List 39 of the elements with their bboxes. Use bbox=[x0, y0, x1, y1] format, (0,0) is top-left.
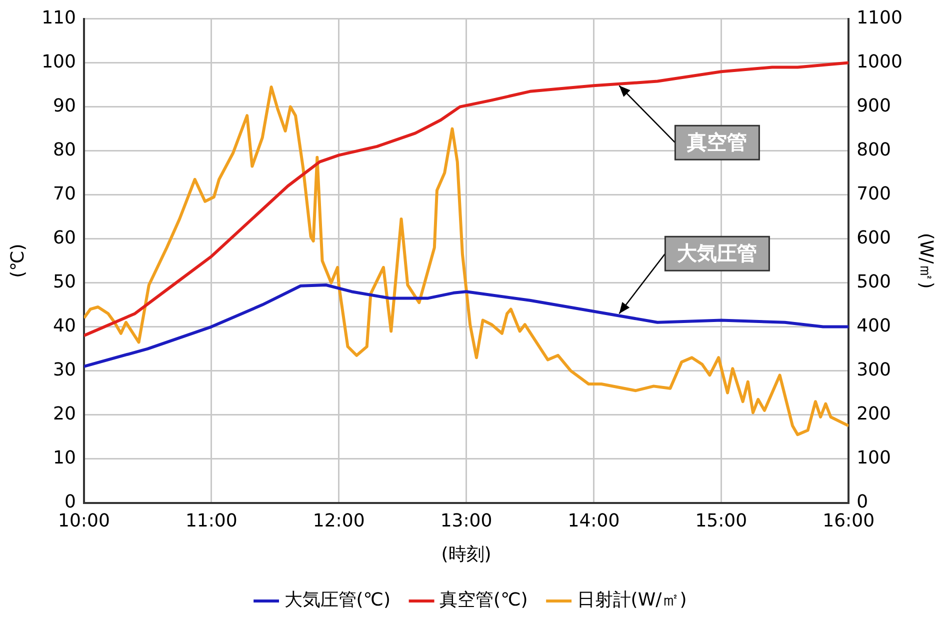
y2-tick-label: 1100 bbox=[856, 7, 902, 28]
legend-label: 日射計(W/㎡) bbox=[576, 590, 687, 611]
x-tick-label: 11:00 bbox=[185, 510, 238, 532]
y-axis-title: (℃) bbox=[7, 244, 28, 278]
y-tick-label: 60 bbox=[53, 227, 76, 248]
y-tick-label: 80 bbox=[53, 139, 76, 160]
y2-tick-label: 400 bbox=[856, 315, 891, 336]
x-tick-label: 10:00 bbox=[58, 510, 110, 532]
y2-tick-label: 800 bbox=[856, 139, 891, 160]
x-tick-label: 13:00 bbox=[440, 510, 492, 532]
annotation: 大気圧管 bbox=[677, 240, 758, 265]
legend-label: 真空管(℃) bbox=[440, 590, 528, 611]
y2-tick-label: 300 bbox=[856, 359, 891, 380]
y2-tick-label: 900 bbox=[856, 95, 891, 116]
y-tick-label: 110 bbox=[42, 7, 76, 28]
x-tick-label: 12:00 bbox=[312, 510, 365, 532]
x-tick-label: 16:00 bbox=[822, 510, 875, 532]
y-tick-label: 40 bbox=[53, 315, 76, 336]
y-tick-label: 30 bbox=[53, 359, 76, 380]
y-tick-label: 0 bbox=[64, 491, 76, 512]
y2-tick-label: 1000 bbox=[856, 51, 902, 72]
y2-tick-label: 600 bbox=[856, 227, 891, 248]
y-tick-label: 20 bbox=[53, 403, 76, 424]
y-tick-label: 100 bbox=[42, 51, 76, 72]
y-tick-label: 50 bbox=[53, 271, 76, 292]
y2-tick-label: 100 bbox=[856, 447, 891, 468]
y2-tick-label: 700 bbox=[856, 183, 891, 204]
y-tick-label: 90 bbox=[53, 95, 76, 116]
x-axis-title: (時刻) bbox=[441, 544, 492, 565]
x-tick-label: 14:00 bbox=[568, 510, 620, 532]
y-tick-label: 70 bbox=[53, 183, 76, 204]
y2-tick-label: 200 bbox=[856, 403, 891, 424]
y2-axis-title: (W/㎡) bbox=[916, 232, 937, 289]
legend-label: 大気圧管(℃) bbox=[284, 590, 391, 611]
y-tick-label: 10 bbox=[53, 447, 76, 468]
annotation: 真空管 bbox=[686, 130, 748, 154]
y2-tick-label: 500 bbox=[856, 271, 891, 292]
x-tick-label: 15:00 bbox=[695, 510, 748, 532]
y2-tick-label: 0 bbox=[856, 491, 868, 512]
